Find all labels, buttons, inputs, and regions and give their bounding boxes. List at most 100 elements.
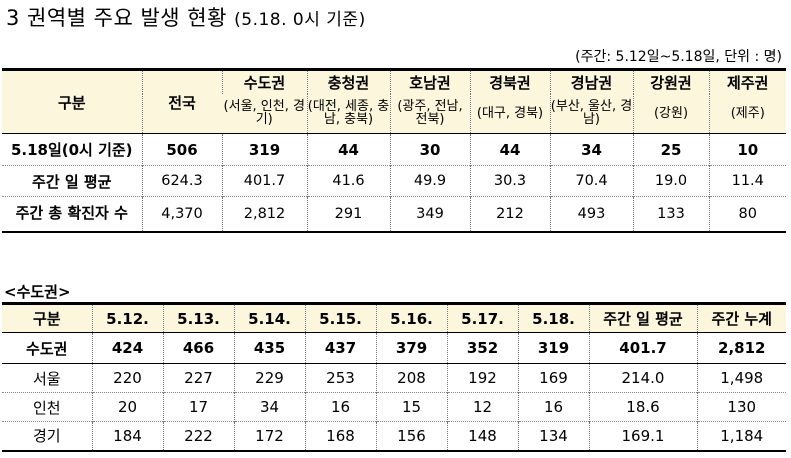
regional-status-table: 구분 전국 수도권 충청권 호남권 경북권 경남권 강원권 제주권 (서울, 인… (2, 68, 786, 233)
column-header: 5.17. (446, 303, 518, 333)
cell-value: 148 (446, 421, 518, 451)
cell-value: 2,812 (221, 196, 307, 232)
cell-value: 80 (708, 196, 786, 232)
column-header: 주간 일 평균 (588, 303, 697, 333)
column-header: 5.18. (517, 303, 589, 333)
cell-value: 16 (304, 392, 376, 422)
cell-value: 291 (306, 196, 390, 232)
row-label: 주간 총 확진자 수 (2, 196, 142, 232)
row-label: 수도권 (2, 332, 92, 364)
cell-value: 34 (549, 133, 633, 166)
cell-value: 156 (375, 421, 447, 451)
section-title-capital: <수도권> (4, 283, 71, 301)
header-region-sub: (부산, 울산, 경남) (549, 93, 633, 134)
capital-area-table: 구분 5.12. 5.13. 5.14. 5.15. 5.16. 5.17. 5… (2, 302, 786, 452)
table-row: 주간 일 평균 624.3 401.7 41.6 49.9 30.3 70.4 … (2, 165, 786, 197)
header-region-sub: (대구, 경북) (469, 93, 550, 134)
column-header: 5.15. (304, 303, 376, 333)
cell-value: 70.4 (549, 165, 633, 197)
cell-value: 222 (162, 421, 234, 451)
header-region-sub: (제주) (708, 93, 786, 134)
row-label: 경기 (2, 421, 92, 451)
cell-value: 493 (549, 196, 633, 232)
cell-value: 17 (162, 392, 234, 422)
cell-value: 30.3 (469, 165, 550, 197)
cell-value: 253 (304, 363, 376, 393)
cell-value: 220 (91, 363, 163, 393)
header-region-sub: (광주, 전남, 전북) (389, 93, 470, 134)
cell-value: 44 (469, 133, 550, 166)
cell-value: 435 (233, 332, 305, 364)
column-header: 구분 (2, 303, 92, 333)
column-header: 5.12. (91, 303, 163, 333)
header-category: 구분 (2, 69, 142, 134)
cell-value: 25 (632, 133, 709, 166)
cell-value: 16 (517, 392, 589, 422)
page-title: 3 권역별 주요 발생 현황 (5.18. 0시 기준) (6, 2, 366, 32)
title-main: 3 권역별 주요 발생 현황 (6, 6, 227, 30)
column-header: 주간 누계 (696, 303, 786, 333)
header-national: 전국 (141, 69, 222, 134)
cell-value: 349 (389, 196, 470, 232)
cell-value: 169.1 (588, 421, 697, 451)
table-row: 인천 20 17 34 16 15 12 16 18.6 130 (2, 392, 786, 422)
row-label: 인천 (2, 392, 92, 422)
cell-value: 20 (91, 392, 163, 422)
cell-value: 12 (446, 392, 518, 422)
column-header: 5.16. (375, 303, 447, 333)
row-label: 주간 일 평균 (2, 165, 142, 197)
header-region-name: 수도권 (221, 69, 307, 94)
cell-value: 44 (306, 133, 390, 166)
cell-value: 229 (233, 363, 305, 393)
cell-value: 18.6 (588, 392, 697, 422)
cell-value: 19.0 (632, 165, 709, 197)
header-region-name: 호남권 (389, 69, 470, 94)
cell-value: 34 (233, 392, 305, 422)
cell-value: 208 (375, 363, 447, 393)
cell-value: 1,184 (696, 421, 786, 451)
unit-note: (주간: 5.12일~5.18일, 단위 : 명) (575, 49, 782, 65)
cell-value: 133 (632, 196, 709, 232)
cell-value: 4,370 (141, 196, 222, 232)
table-row: 주간 총 확진자 수 4,370 2,812 291 349 212 493 1… (2, 196, 786, 232)
table-row: 경기 184 222 172 168 156 148 134 169.1 1,1… (2, 421, 786, 451)
cell-value: 134 (517, 421, 589, 451)
cell-value: 184 (91, 421, 163, 451)
cell-value: 15 (375, 392, 447, 422)
cell-value: 41.6 (306, 165, 390, 197)
header-region-sub: (서울, 인천, 경기) (222, 93, 307, 134)
cell-value: 319 (221, 133, 307, 166)
cell-value: 11.4 (708, 165, 786, 197)
row-label: 서울 (2, 363, 92, 393)
cell-value: 506 (141, 133, 222, 166)
cell-value: 2,812 (696, 332, 786, 364)
cell-value: 172 (233, 421, 305, 451)
cell-value: 192 (446, 363, 518, 393)
table-row: 서울 220 227 229 253 208 192 169 214.0 1,4… (2, 363, 786, 393)
cell-value: 379 (375, 332, 447, 364)
cell-value: 169 (517, 363, 589, 393)
cell-value: 352 (446, 332, 518, 364)
header-region-name: 충청권 (306, 69, 390, 94)
cell-value: 424 (91, 332, 163, 364)
cell-value: 214.0 (588, 363, 697, 393)
cell-value: 1,498 (696, 363, 786, 393)
cell-value: 168 (304, 421, 376, 451)
cell-value: 130 (696, 392, 786, 422)
table-row: 수도권 424 466 435 437 379 352 319 401.7 2,… (2, 332, 786, 364)
title-date: (5.18. 0시 기준) (234, 10, 366, 30)
column-header: 5.14. (233, 303, 305, 333)
cell-value: 624.3 (141, 165, 222, 197)
cell-value: 401.7 (588, 332, 697, 364)
cell-value: 437 (304, 332, 376, 364)
cell-value: 319 (517, 332, 589, 364)
table-row: 5.18일(0시 기준) 506 319 44 30 44 34 25 10 (2, 133, 786, 166)
header-region-name: 제주권 (708, 69, 786, 94)
cell-value: 212 (469, 196, 550, 232)
cell-value: 401.7 (221, 165, 307, 197)
cell-value: 227 (162, 363, 234, 393)
header-region-sub: (대전, 세종, 충남, 충북) (306, 93, 390, 134)
header-region-name: 강원권 (632, 69, 709, 94)
row-label: 5.18일(0시 기준) (2, 133, 142, 166)
header-region-name: 경북권 (469, 69, 550, 94)
